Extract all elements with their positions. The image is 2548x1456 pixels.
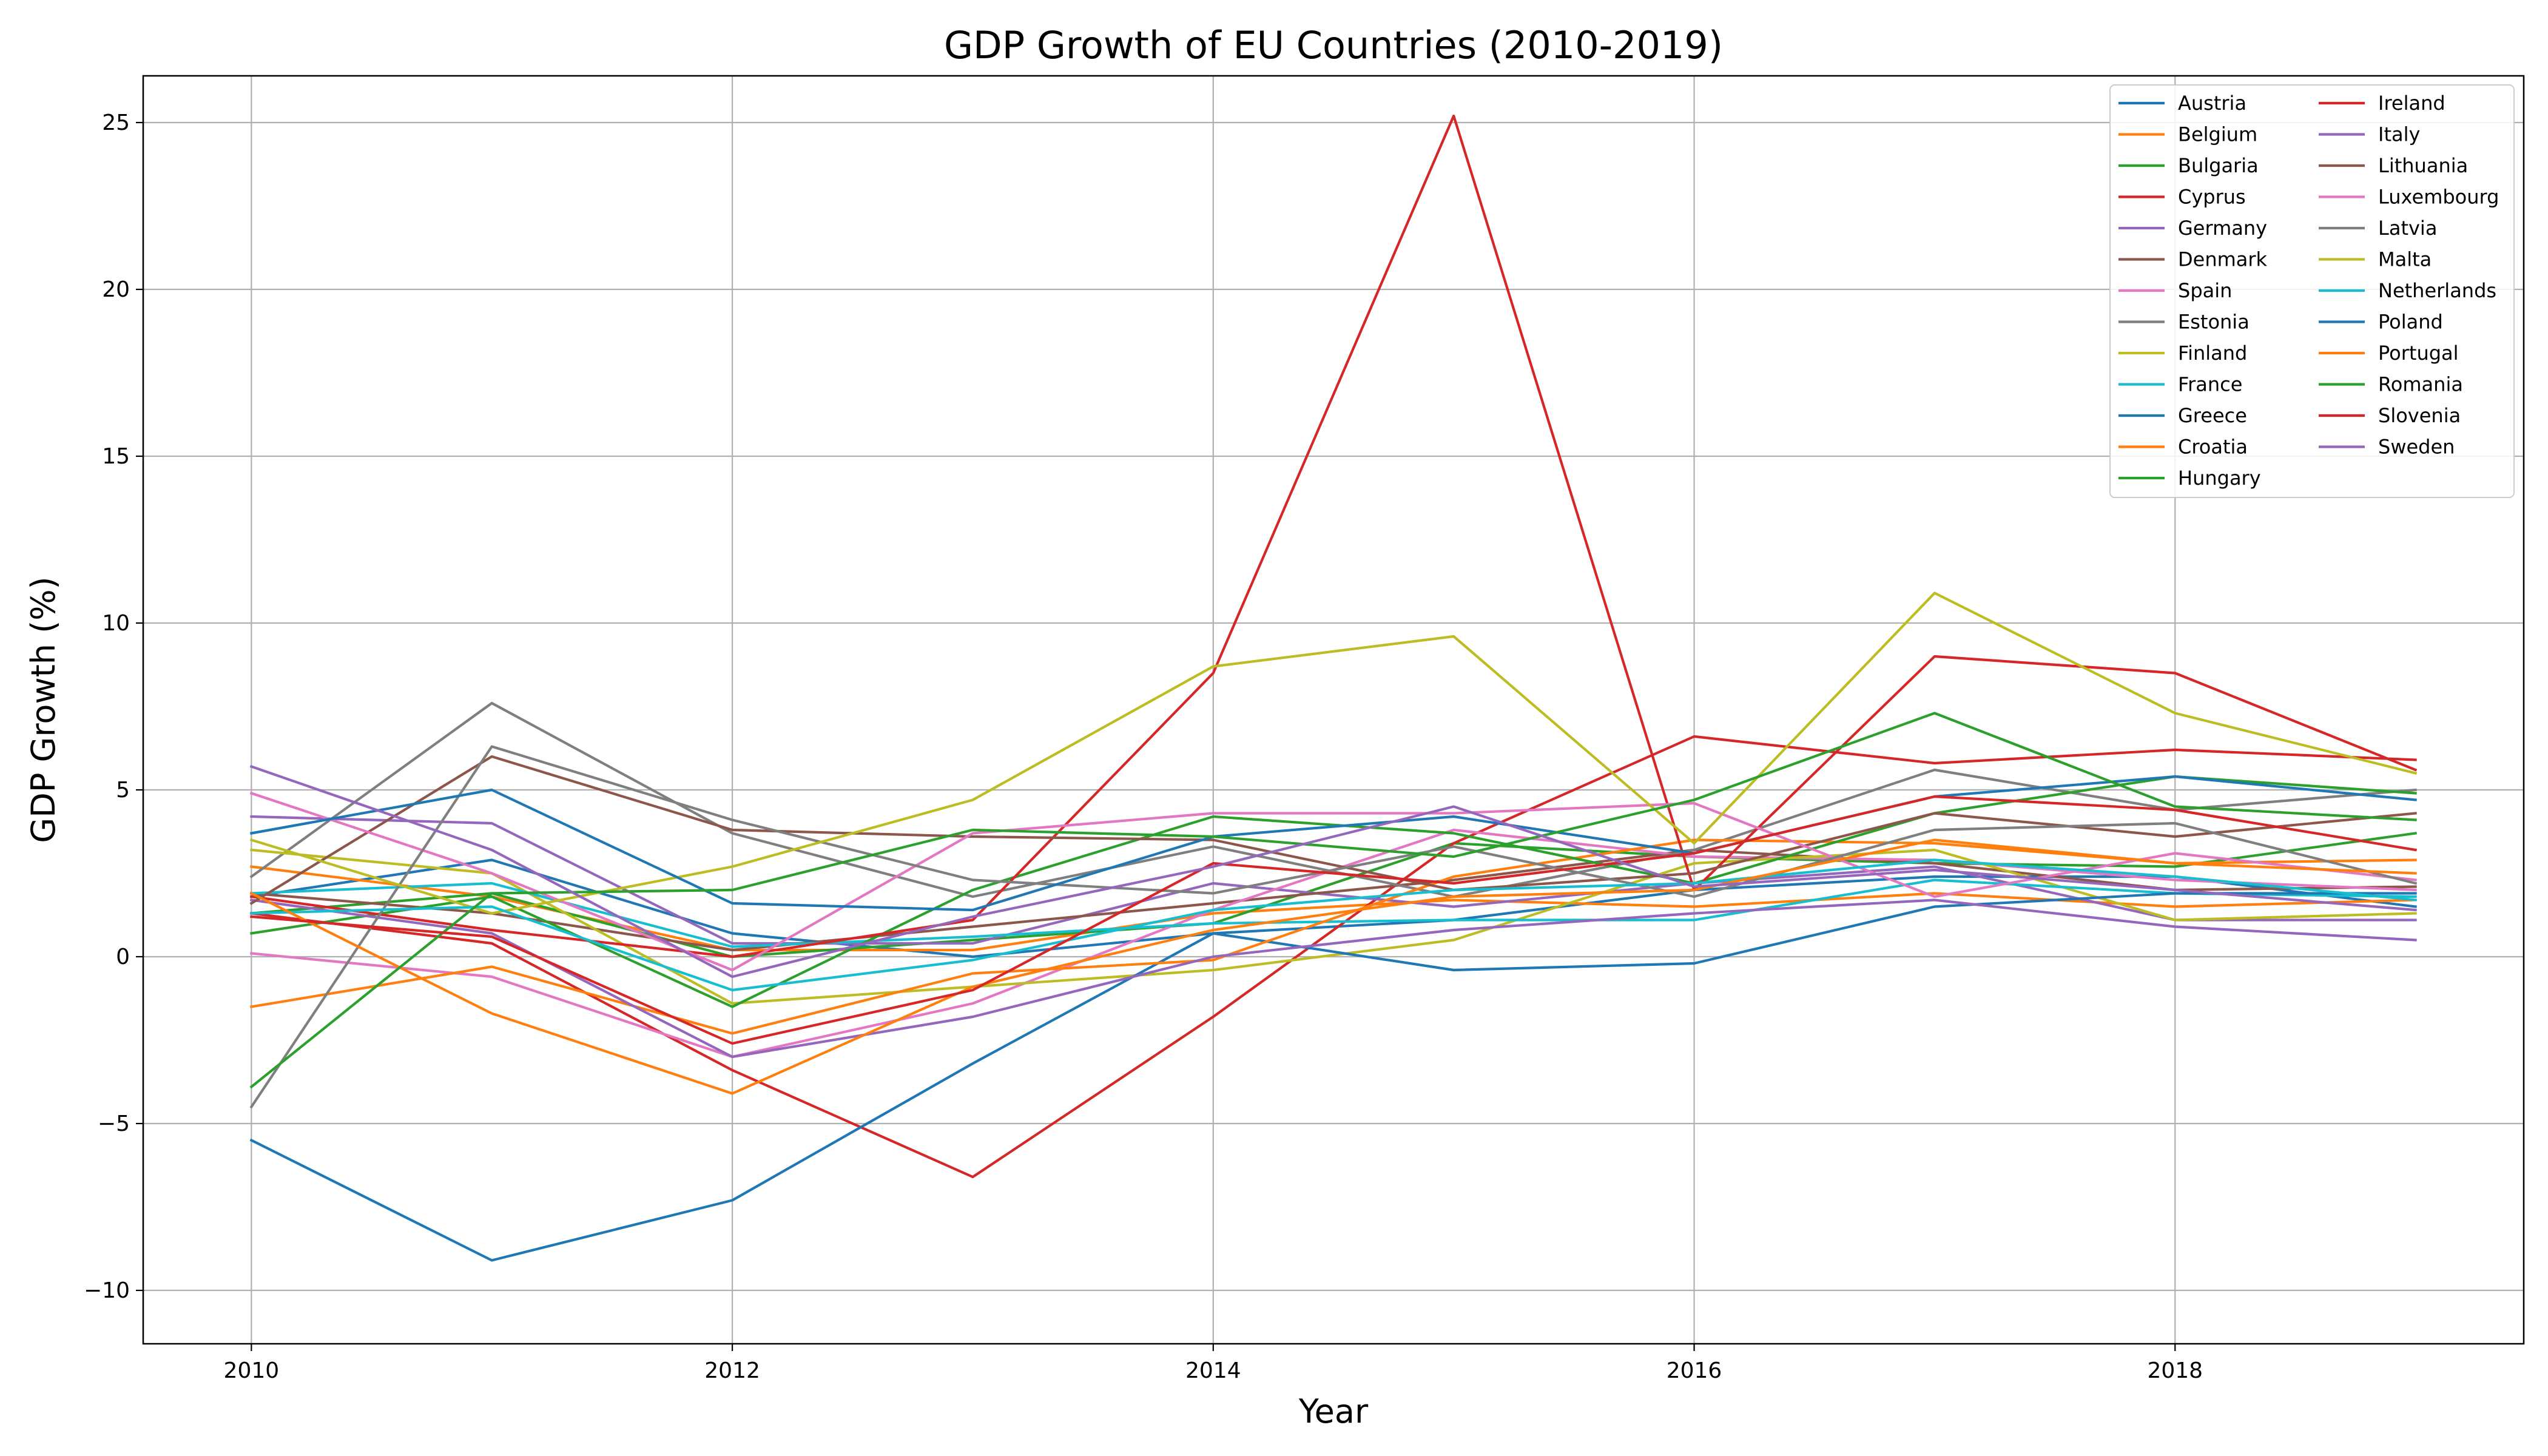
- legend-label-portugal: Portugal: [2378, 342, 2459, 365]
- series-line-sweden: [249, 764, 2417, 979]
- series-line-ireland: [250, 114, 2418, 959]
- y-tick-label: 15: [102, 444, 130, 469]
- x-tick-label: 2018: [2147, 1358, 2203, 1383]
- legend-label-italy: Italy: [2378, 123, 2420, 146]
- series-line-italy: [250, 898, 2417, 1059]
- legend-label-sweden: Sweden: [2378, 436, 2455, 459]
- y-tick-label: 0: [116, 945, 130, 969]
- x-tick-label: 2010: [224, 1358, 280, 1383]
- legend-label-netherlands: Netherlands: [2378, 279, 2496, 302]
- series-line-netherlands: [250, 858, 2417, 992]
- series-line-estonia: [249, 701, 2417, 898]
- legend-label-ireland: Ireland: [2378, 92, 2445, 115]
- series-line-romania: [249, 712, 2417, 1089]
- legend-label-france: France: [2178, 373, 2242, 396]
- legend-label-estonia: Estonia: [2178, 311, 2250, 334]
- series-line-cyprus: [250, 735, 2417, 1179]
- chart-title: GDP Growth of EU Countries (2010-2019): [944, 23, 1723, 67]
- series-line-germany: [250, 815, 2417, 945]
- legend-label-latvia: Latvia: [2378, 217, 2437, 240]
- y-tick-label: −5: [98, 1111, 130, 1136]
- series-line-greece: [249, 892, 2417, 1262]
- legend-label-poland: Poland: [2378, 311, 2443, 334]
- y-tick-label: 10: [102, 611, 130, 636]
- series-lines: [249, 114, 2418, 1262]
- series-line-lithuania: [249, 755, 2417, 905]
- legend-label-germany: Germany: [2178, 217, 2267, 240]
- y-tick-label: −10: [84, 1278, 130, 1303]
- legend-label-slovenia: Slovenia: [2378, 404, 2461, 427]
- series-line-malta: [249, 592, 2418, 915]
- series-line-hungary: [250, 775, 2417, 1008]
- legend-label-bulgaria: Bulgaria: [2178, 154, 2259, 177]
- x-tick-label: 2016: [1667, 1358, 1722, 1383]
- legend-frame: [2109, 84, 2515, 498]
- series-line-france: [250, 878, 2417, 948]
- legend-label-hungary: Hungary: [2178, 467, 2261, 490]
- legend-label-malta: Malta: [2378, 248, 2432, 271]
- x-tick-label: 2014: [1185, 1358, 1241, 1383]
- series-line-slovenia: [250, 795, 2418, 1045]
- y-tick-label: 25: [102, 110, 130, 135]
- series-line-latvia: [249, 745, 2418, 1109]
- legend: Austria Belgium Bulgaria Cyprus Germany Denma…: [2109, 84, 2515, 498]
- series-line-finland: [250, 848, 2417, 1005]
- x-axis-label: Year: [1298, 1392, 1369, 1431]
- legend-label-denmark: Denmark: [2178, 248, 2268, 271]
- series-line-portugal: [249, 838, 2417, 1095]
- x-axis-ticks: 2010 2012 2014 2016 2018: [224, 1344, 2203, 1383]
- x-tick-label: 2012: [704, 1358, 760, 1383]
- legend-label-austria: Austria: [2178, 92, 2246, 115]
- legend-label-cyprus: Cyprus: [2178, 186, 2246, 209]
- y-axis-label: GDP Growth (%): [24, 576, 62, 843]
- y-tick-label: 5: [116, 778, 130, 803]
- plot-area-frame: [142, 75, 2525, 1345]
- legend-label-croatia: Croatia: [2178, 436, 2248, 459]
- legend-label-luxembourg: Luxembourg: [2378, 186, 2499, 209]
- y-tick-label: 20: [102, 277, 130, 302]
- legend-label-belgium: Belgium: [2178, 123, 2257, 146]
- series-line-poland: [249, 775, 2417, 912]
- legend-label-greece: Greece: [2178, 404, 2247, 427]
- series-line-luxembourg: [249, 791, 2417, 972]
- series-line-bulgaria: [250, 832, 2417, 959]
- legend-label-romania: Romania: [2378, 373, 2463, 396]
- series-line-denmark: [250, 848, 2417, 952]
- y-axis-ticks: −10 −5 0 5 10 15 20 25: [84, 110, 143, 1303]
- legend-label-lithuania: Lithuania: [2378, 154, 2468, 177]
- legend-label-spain: Spain: [2178, 279, 2232, 302]
- series-line-croatia: [249, 838, 2417, 1035]
- legend-label-finland: Finland: [2178, 342, 2247, 365]
